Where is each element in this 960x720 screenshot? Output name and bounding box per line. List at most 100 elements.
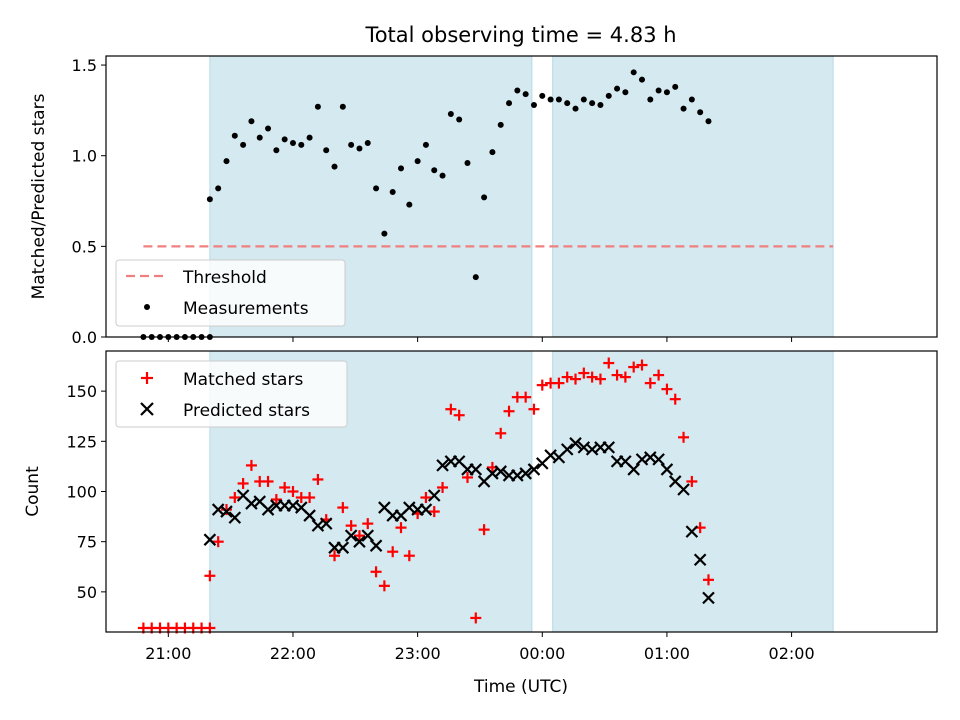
measurement-point	[647, 96, 654, 103]
predicted-star-point	[677, 483, 690, 496]
measurement-point	[580, 96, 587, 103]
matched-star-point	[312, 473, 324, 485]
measurement-point	[323, 147, 330, 154]
measurement-point	[481, 194, 488, 201]
measurement-point	[298, 141, 305, 148]
matched-star-point	[287, 486, 299, 497]
predicted-star-point	[319, 517, 333, 530]
matched-star-point	[245, 459, 257, 471]
legend-threshold-label: Threshold	[182, 268, 267, 288]
predicted-star-point	[602, 441, 616, 454]
measurement-point	[506, 100, 513, 107]
measurement-point	[663, 89, 670, 96]
ratio-y-tick-label: 1.0	[72, 147, 97, 166]
ratio-y-tick-label: 1.5	[72, 56, 97, 75]
matched-star-point	[428, 506, 440, 518]
measurement-point	[331, 163, 338, 170]
x-tick-label: 02:00	[769, 644, 815, 663]
measurement-point	[564, 100, 571, 107]
matched-star-point	[678, 431, 690, 443]
measurement-point	[281, 136, 288, 143]
measurement-point	[422, 141, 429, 148]
matched-star-point	[337, 502, 349, 514]
legend-measurements-label: Measurements	[183, 299, 309, 319]
legend-predicted-swatch	[140, 402, 154, 416]
measurement-point	[630, 69, 637, 76]
measurement-point	[306, 134, 313, 141]
measurement-point	[614, 85, 621, 92]
matched-star-point	[669, 393, 681, 405]
predicted-star-point	[660, 463, 674, 476]
measurement-point	[406, 201, 413, 208]
predicted-star-point	[369, 539, 383, 552]
count-y-tick-label: 125	[66, 432, 97, 451]
predicted-star-point	[427, 489, 441, 502]
matched-star-point	[461, 471, 473, 483]
measurement-point	[638, 76, 645, 83]
count-y-tick-label: 75	[77, 533, 97, 552]
matched-stars-points	[137, 357, 714, 634]
matched-star-point	[220, 504, 232, 516]
measurement-point	[439, 172, 446, 179]
ratio-y-axis-label: Matched/Predicted stars	[29, 93, 49, 299]
count-legend-box	[115, 360, 348, 428]
ratio-panel-y-axis: 0.0 0.5 1.0 1.5	[72, 56, 106, 347]
measurement-point	[381, 230, 388, 237]
matched-star-point	[536, 379, 548, 391]
measurement-point	[622, 89, 629, 96]
matched-star-point	[686, 475, 698, 487]
predicted-stars-points	[203, 437, 715, 605]
matched-star-point	[204, 570, 216, 582]
predicted-star-point	[228, 511, 242, 524]
matched-star-point	[395, 522, 407, 534]
x-tick-label: 01:00	[644, 644, 690, 663]
count-y-axis-label: Count	[23, 466, 43, 517]
x-tick-label: 21:00	[145, 644, 191, 663]
measurement-point	[572, 105, 579, 112]
measurement-point	[688, 96, 695, 103]
predicted-star-point	[203, 533, 217, 546]
measurement-point	[472, 274, 479, 281]
ratio-y-tick-label: 0.5	[72, 237, 97, 256]
matched-star-point	[212, 536, 224, 548]
predicted-star-point	[344, 529, 358, 542]
matched-star-point	[378, 580, 390, 592]
count-panel-shaded-interval-2	[552, 350, 834, 633]
measurement-point	[256, 134, 263, 141]
predicted-star-point	[494, 465, 508, 478]
matched-star-point	[586, 371, 598, 383]
matched-star-point	[578, 367, 590, 379]
predicted-star-point	[627, 463, 640, 476]
matched-star-point	[345, 520, 357, 532]
matched-star-point	[478, 524, 490, 536]
predicted-star-point	[652, 453, 665, 466]
count-y-tick-label: 100	[66, 483, 97, 502]
x-tick-label: 22:00	[270, 644, 316, 663]
measurement-point	[398, 165, 405, 172]
legend-predicted-label: Predicted stars	[183, 401, 310, 421]
matched-star-point	[628, 361, 640, 373]
matched-star-point	[528, 403, 540, 415]
predicted-star-point	[469, 463, 483, 476]
count-panel: 50 75 100 125 150 21:00 22:00 23:00 00:00 01:00 0…	[23, 350, 938, 697]
matched-star-point	[470, 612, 482, 624]
matched-star-point	[653, 369, 665, 381]
predicted-star-point	[702, 591, 715, 605]
predicted-star-point	[685, 525, 699, 538]
matched-star-point	[702, 574, 714, 586]
matched-star-point	[304, 492, 316, 504]
count-panel-y-axis: 50 75 100 125 150	[66, 382, 106, 602]
matched-star-point	[420, 492, 432, 504]
matched-star-point	[237, 477, 249, 489]
legend-matched-swatch	[141, 372, 153, 384]
measurement-point	[655, 87, 662, 94]
count-y-tick-label: 50	[77, 583, 97, 602]
matched-star-point	[611, 369, 623, 381]
measurement-point	[464, 159, 471, 166]
measurement-point	[265, 125, 272, 132]
measurement-point	[314, 103, 321, 110]
matched-star-point	[553, 377, 565, 389]
matched-star-point	[644, 377, 656, 389]
measurement-point	[514, 87, 521, 94]
matched-star-point	[279, 481, 291, 493]
